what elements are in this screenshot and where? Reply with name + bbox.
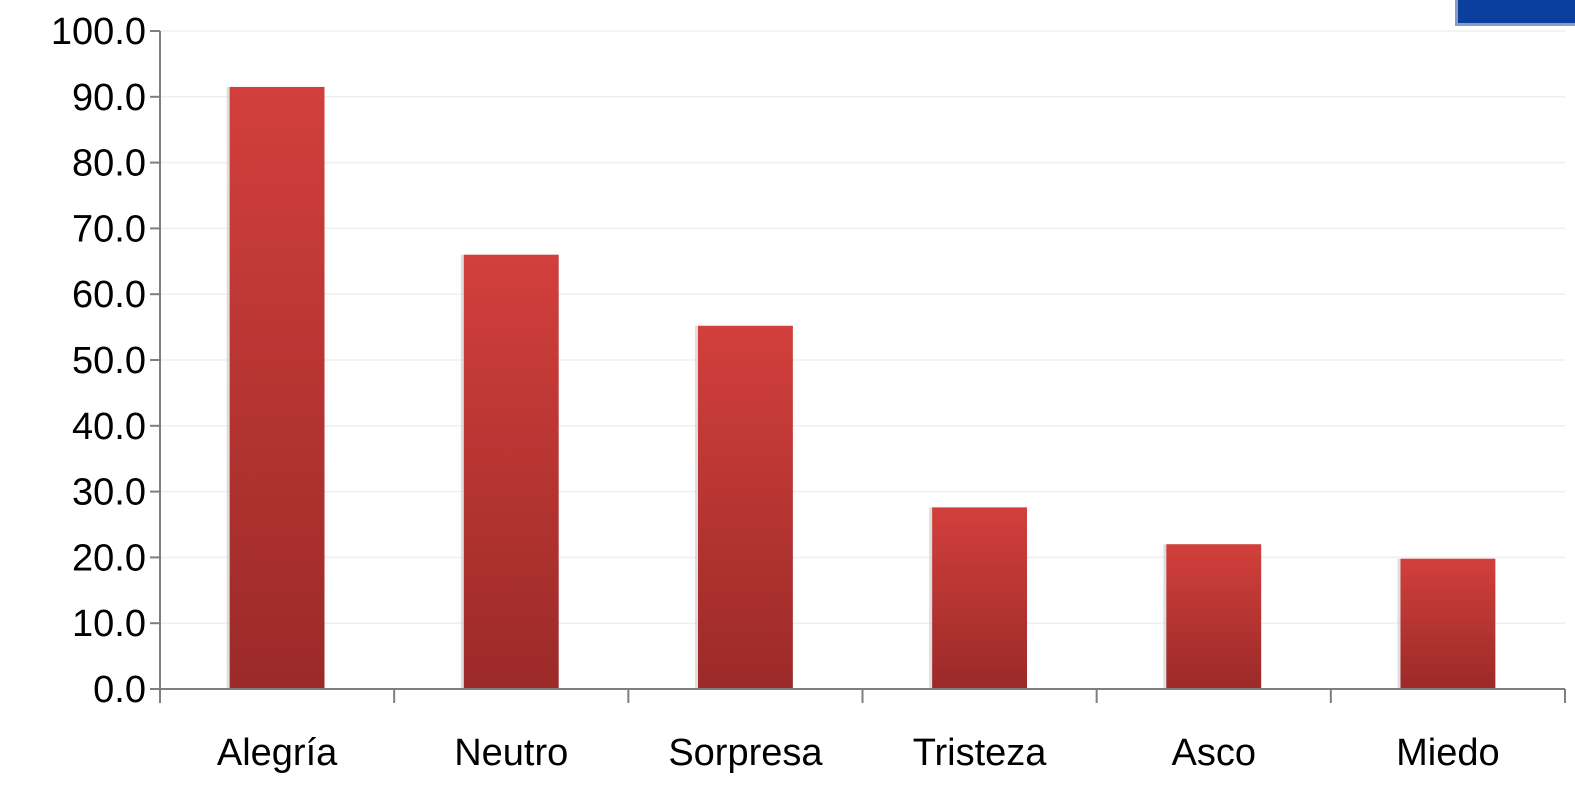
bar-neutro bbox=[463, 254, 559, 689]
y-tick-label: 20.0 bbox=[72, 537, 146, 579]
corner-decoration bbox=[1455, 0, 1575, 26]
x-tick-label: Miedo bbox=[1396, 732, 1500, 774]
y-tick-label: 50.0 bbox=[72, 340, 146, 382]
y-tick-label: 40.0 bbox=[72, 406, 146, 448]
y-tick-label: 30.0 bbox=[72, 472, 146, 514]
x-tick-label: Neutro bbox=[454, 732, 568, 774]
bar-sorpresa bbox=[697, 325, 793, 689]
y-tick-label: 80.0 bbox=[72, 143, 146, 185]
x-tick-label: Alegría bbox=[217, 732, 338, 774]
bar-asco bbox=[1166, 544, 1262, 689]
x-tick-label: Tristeza bbox=[913, 732, 1048, 774]
bar-alegría bbox=[229, 86, 325, 690]
x-tick-labels: Alegría Neutro Sorpresa Tristeza Asco Miedo bbox=[217, 732, 1500, 774]
y-tick-label: 100.0 bbox=[51, 11, 146, 53]
y-tick-label: 90.0 bbox=[72, 77, 146, 119]
bars bbox=[226, 86, 1496, 690]
gridlines bbox=[160, 30, 1565, 624]
axes bbox=[150, 30, 1566, 703]
y-tick-label: 60.0 bbox=[72, 274, 146, 316]
bar-miedo bbox=[1400, 558, 1496, 689]
y-tick-label: 10.0 bbox=[72, 603, 146, 645]
y-tick-labels: 0.0 10.0 20.0 30.0 40.0 50.0 60.0 70.0 80.0 90.0 1… bbox=[51, 11, 146, 711]
x-tick-label: Sorpresa bbox=[668, 732, 823, 774]
y-tick-label: 70.0 bbox=[72, 208, 146, 250]
x-tick-label: Asco bbox=[1172, 732, 1256, 774]
bar-tristeza bbox=[932, 507, 1028, 689]
y-tick-label: 0.0 bbox=[93, 669, 146, 711]
